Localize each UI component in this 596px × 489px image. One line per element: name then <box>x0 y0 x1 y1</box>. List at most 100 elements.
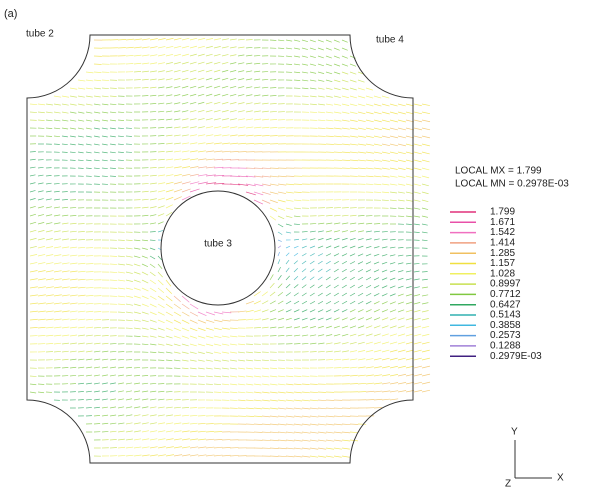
flow-vector <box>158 190 165 192</box>
flow-vector <box>126 248 133 249</box>
flow-vector <box>398 136 406 138</box>
flow-vector <box>398 176 405 178</box>
flow-vector <box>110 264 117 265</box>
flow-vector <box>374 160 382 161</box>
flow-vector <box>230 344 237 345</box>
flow-vector <box>414 152 422 154</box>
flow-vector <box>198 118 205 120</box>
flow-vector <box>118 272 125 273</box>
flow-vector <box>150 87 156 88</box>
flow-vector <box>294 261 298 264</box>
flow-vector <box>350 104 357 106</box>
flow-vector <box>174 151 181 152</box>
flow-vector <box>262 135 270 136</box>
flow-vector <box>214 78 220 80</box>
flow-vector <box>278 456 286 457</box>
flow-vector <box>262 392 270 393</box>
flow-vector <box>158 79 165 80</box>
flow-vector <box>382 310 388 312</box>
flow-vector <box>94 391 100 392</box>
flow-vector <box>166 439 174 440</box>
flow-vector <box>406 176 413 178</box>
flow-vector <box>246 392 253 393</box>
flow-vector <box>262 176 271 177</box>
flow-vector <box>158 167 165 168</box>
flow-vector <box>30 222 36 224</box>
flow-vector <box>150 63 157 64</box>
flow-vector <box>54 144 60 145</box>
flow-vector <box>190 102 196 104</box>
flow-vector <box>246 63 252 64</box>
flow-vector <box>62 247 69 248</box>
flow-vector <box>62 335 69 336</box>
flow-vector <box>230 94 236 96</box>
flow-vector <box>350 309 355 312</box>
flow-vector <box>190 110 196 112</box>
tube-label: tube 3 <box>204 239 232 250</box>
flow-vector <box>382 104 389 106</box>
flow-vector <box>342 309 347 312</box>
flow-vector <box>78 96 85 97</box>
flow-vector <box>262 87 268 88</box>
flow-vector <box>158 352 164 353</box>
flow-vector <box>342 269 347 272</box>
flow-vector <box>174 352 180 353</box>
flow-vector <box>302 293 307 296</box>
flow-vector <box>350 56 356 58</box>
flow-vector <box>318 310 323 312</box>
flow-vector <box>414 366 422 368</box>
flow-vector <box>318 40 324 42</box>
flow-vector <box>262 111 269 112</box>
flow-vector <box>38 206 44 208</box>
flow-vector <box>86 120 92 121</box>
flow-vector <box>70 383 76 384</box>
flow-vector <box>374 399 382 400</box>
flow-vector <box>310 343 316 344</box>
flow-vector <box>30 254 37 256</box>
flow-vector <box>30 303 38 304</box>
flow-vector <box>78 287 86 288</box>
flow-vector <box>246 352 253 353</box>
flow-vector <box>302 56 308 57</box>
flow-vector <box>30 287 38 288</box>
flow-vector <box>414 342 421 344</box>
flow-vector <box>182 447 190 448</box>
flow-vector <box>158 159 165 160</box>
flow-vector <box>318 456 326 457</box>
flow-vector <box>110 104 116 105</box>
flow-vector <box>398 104 406 106</box>
flow-vector <box>46 295 54 296</box>
flow-vector <box>62 231 69 232</box>
flow-vector <box>150 240 155 241</box>
flow-vector <box>302 72 308 73</box>
flow-vector <box>310 310 315 312</box>
flow-vector <box>182 182 191 184</box>
flow-vector <box>318 301 323 304</box>
flow-vector <box>166 344 172 346</box>
legend: 1.7991.6711.5421.4141.2851.1571.0280.899… <box>450 207 542 362</box>
flow-vector <box>46 120 52 121</box>
flow-vector <box>398 294 404 296</box>
flow-vector <box>318 326 324 328</box>
flow-vector <box>326 254 331 256</box>
flow-vector <box>302 277 306 280</box>
flow-vector <box>222 384 229 385</box>
flow-vector <box>126 423 132 424</box>
flow-vector <box>174 127 180 128</box>
flow-vector <box>126 455 133 456</box>
flow-vector <box>158 135 164 136</box>
flow-vector <box>86 375 92 376</box>
flow-vector <box>398 120 406 122</box>
flow-vector <box>54 120 60 121</box>
flow-vector <box>406 192 413 193</box>
flow-vector <box>278 275 281 280</box>
flow-vector <box>278 246 281 248</box>
flow-vector <box>310 351 317 352</box>
flow-vector <box>302 310 307 312</box>
flow-vector <box>318 448 326 449</box>
flow-vector <box>110 375 116 376</box>
flow-vector <box>238 94 244 96</box>
flow-vector <box>142 264 148 267</box>
flow-vector <box>134 55 141 56</box>
flow-vector <box>366 262 371 264</box>
